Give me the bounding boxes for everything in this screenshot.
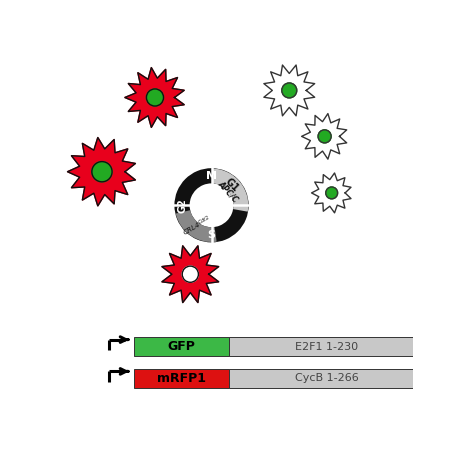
Circle shape — [318, 130, 331, 143]
Polygon shape — [312, 173, 351, 213]
Wedge shape — [174, 168, 248, 242]
Text: APC/C: APC/C — [216, 179, 240, 204]
Text: CRL4$^{Cdt2}$: CRL4$^{Cdt2}$ — [181, 213, 213, 238]
FancyBboxPatch shape — [134, 337, 229, 356]
Circle shape — [282, 83, 297, 98]
Text: GFP: GFP — [167, 340, 195, 353]
Polygon shape — [301, 113, 347, 159]
Circle shape — [147, 89, 164, 106]
Circle shape — [189, 184, 233, 227]
Circle shape — [182, 266, 198, 282]
Wedge shape — [212, 168, 248, 212]
Polygon shape — [125, 67, 184, 128]
FancyBboxPatch shape — [229, 337, 424, 356]
Polygon shape — [162, 246, 219, 302]
Polygon shape — [67, 138, 136, 206]
Text: E2F1 1-230: E2F1 1-230 — [295, 341, 358, 352]
Polygon shape — [264, 65, 315, 116]
Text: mRFP1: mRFP1 — [157, 372, 206, 385]
FancyBboxPatch shape — [134, 369, 229, 388]
Text: G2: G2 — [177, 198, 187, 213]
Text: CycB 1-266: CycB 1-266 — [295, 374, 358, 383]
Text: G1: G1 — [224, 176, 241, 193]
Circle shape — [92, 162, 112, 182]
Text: S: S — [207, 230, 216, 240]
Text: M: M — [206, 171, 217, 181]
FancyBboxPatch shape — [229, 369, 424, 388]
Circle shape — [326, 187, 337, 199]
Wedge shape — [176, 210, 217, 242]
